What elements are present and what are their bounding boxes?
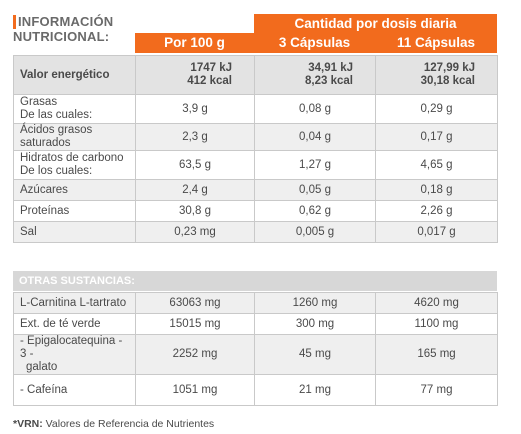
nutrient-value: 0,62 g	[254, 200, 376, 222]
nutrient-value: 0,017 g	[375, 221, 498, 243]
substance-value: 15015 mg	[135, 313, 255, 335]
nutrient-value: 0,29 g	[375, 94, 498, 124]
nutrient-value: 0,04 g	[254, 123, 376, 151]
title-line-1: INFORMACIÓN	[18, 14, 114, 29]
substance-label: L-Carnitina L-tartrato	[13, 292, 136, 314]
energy-row: Valor energético 1747 kJ 412 kcal 34,91 k…	[13, 55, 498, 95]
col-header-11-capsules: 11 Cápsulas	[375, 33, 497, 53]
table-row: - Cafeína 1051 mg 21 mg 77 mg	[13, 374, 498, 406]
col-header-3-capsules: 3 Cápsulas	[254, 33, 375, 53]
substance-value: 4620 mg	[375, 292, 498, 314]
substance-label: Ext. de té verde	[13, 313, 136, 335]
footnote-key: *VRN:	[13, 418, 43, 430]
nutrient-value: 0,08 g	[254, 94, 376, 124]
substance-value: 165 mg	[375, 334, 498, 375]
substance-value: 2252 mg	[135, 334, 255, 375]
table-row: Hidratos de carbono De los cuales: 63,5 g…	[13, 150, 498, 180]
substance-label: - Epigalocatequina - 3 - galato	[13, 334, 136, 375]
substance-value: 21 mg	[254, 374, 376, 406]
nutrient-label: Azúcares	[13, 179, 136, 201]
nutrient-label: Hidratos de carbono De los cuales:	[13, 150, 136, 180]
energy-label: Valor energético	[13, 55, 136, 95]
nutrient-value: 0,23 mg	[135, 221, 255, 243]
col-header-per-100g: Por 100 g	[135, 33, 254, 53]
energy-value: 127,99 kJ 30,18 kcal	[375, 55, 498, 95]
table-row: Ácidos grasos saturados 2,3 g 0,04 g 0,1…	[13, 123, 498, 151]
energy-value: 1747 kJ 412 kcal	[135, 55, 255, 95]
nutrient-label: Proteínas	[13, 200, 136, 222]
nutrient-value: 30,8 g	[135, 200, 255, 222]
nutrient-label: Grasas De las cuales:	[13, 94, 136, 124]
nutrient-value: 0,17 g	[375, 123, 498, 151]
table-row: Proteínas 30,8 g 0,62 g 2,26 g	[13, 200, 498, 222]
substance-value: 77 mg	[375, 374, 498, 406]
title-line-2: NUTRICIONAL:	[13, 29, 110, 44]
energy-value: 34,91 kJ 8,23 kcal	[254, 55, 376, 95]
nutrient-label: Ácidos grasos saturados	[13, 123, 136, 151]
substance-value: 1100 mg	[375, 313, 498, 335]
table-row: Sal 0,23 mg 0,005 g 0,017 g	[13, 221, 498, 243]
nutrient-value: 2,3 g	[135, 123, 255, 151]
footnote-text: Valores de Referencia de Nutrientes	[42, 418, 215, 430]
nutrient-value: 3,9 g	[135, 94, 255, 124]
nutrient-value: 1,27 g	[254, 150, 376, 180]
nutrient-value: 0,18 g	[375, 179, 498, 201]
nutrient-value: 0,05 g	[254, 179, 376, 201]
footnote: *VRN: Valores de Referencia de Nutriente…	[13, 418, 214, 430]
table-row: - Epigalocatequina - 3 - galato 2252 mg 4…	[13, 334, 498, 375]
substance-label: - Cafeína	[13, 374, 136, 406]
substance-value: 1260 mg	[254, 292, 376, 314]
daily-dose-header: Cantidad por dosis diaria	[254, 14, 497, 33]
nutrient-value: 63,5 g	[135, 150, 255, 180]
table-row: Ext. de té verde 15015 mg 300 mg 1100 mg	[13, 313, 498, 335]
nutrient-label: Sal	[13, 221, 136, 243]
table-row: Grasas De las cuales: 3,9 g 0,08 g 0,29 g	[13, 94, 498, 124]
section-title: INFORMACIÓN NUTRICIONAL:	[13, 14, 113, 44]
title-accent-bar	[13, 15, 16, 29]
substance-value: 300 mg	[254, 313, 376, 335]
table-row: Azúcares 2,4 g 0,05 g 0,18 g	[13, 179, 498, 201]
substance-value: 1051 mg	[135, 374, 255, 406]
substance-value: 63063 mg	[135, 292, 255, 314]
nutrition-table: Valor energético 1747 kJ 412 kcal 34,91 k…	[13, 55, 498, 243]
nutrient-value: 4,65 g	[375, 150, 498, 180]
nutrient-value: 2,26 g	[375, 200, 498, 222]
nutrient-value: 2,4 g	[135, 179, 255, 201]
substance-value: 45 mg	[254, 334, 376, 375]
other-substances-heading: OTRAS SUSTANCIAS:	[13, 271, 497, 291]
other-substances-table: L-Carnitina L-tartrato 63063 mg 1260 mg …	[13, 292, 498, 406]
nutrient-value: 0,005 g	[254, 221, 376, 243]
table-row: L-Carnitina L-tartrato 63063 mg 1260 mg …	[13, 292, 498, 314]
